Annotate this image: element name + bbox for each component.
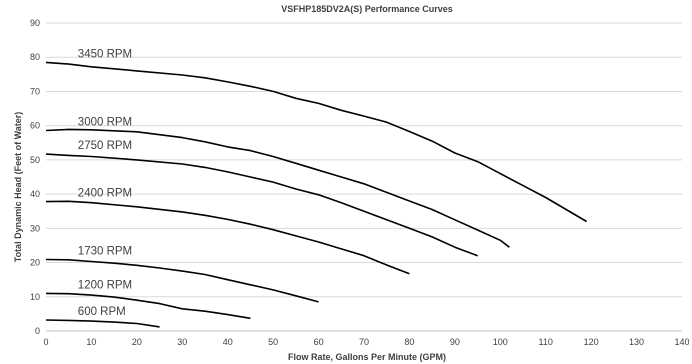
x-tick-label: 80 bbox=[404, 337, 414, 347]
y-tick-label: 20 bbox=[30, 258, 40, 268]
x-tick-label: 70 bbox=[359, 337, 369, 347]
x-tick-label: 10 bbox=[86, 337, 96, 347]
series-label: 2400 RPM bbox=[78, 188, 132, 200]
series-label: 1200 RPM bbox=[78, 279, 132, 291]
series-labels: 3450 RPM 3000 RPM 2750 RPM 2400 RPM 1730 RPM… bbox=[78, 48, 132, 318]
x-tick-label: 60 bbox=[314, 337, 324, 347]
y-tick-label: 40 bbox=[30, 189, 40, 199]
x-tick-label: 40 bbox=[223, 337, 233, 347]
series-line-3000-rpm bbox=[45, 128, 510, 248]
x-tick-label: 130 bbox=[629, 337, 644, 347]
y-tick-label: 90 bbox=[30, 18, 40, 28]
y-tick-label: 10 bbox=[30, 292, 40, 302]
x-tick-label: 0 bbox=[43, 337, 48, 347]
series-line-2400-rpm bbox=[45, 200, 410, 275]
y-tick-label: 0 bbox=[35, 326, 40, 336]
x-tick-label: 20 bbox=[132, 337, 142, 347]
series-label: 1730 RPM bbox=[78, 245, 132, 257]
series-line-3450-rpm bbox=[45, 61, 588, 223]
series-line-1730-rpm bbox=[45, 258, 319, 303]
y-axis-title: Total Dynamic Head (Feet of Water) bbox=[13, 112, 23, 263]
x-tick-label: 110 bbox=[539, 337, 553, 347]
gridlines bbox=[46, 22, 682, 298]
x-tick-label: 30 bbox=[177, 337, 187, 347]
series-label: 3450 RPM bbox=[78, 48, 132, 60]
series-line-2750-rpm bbox=[45, 153, 478, 257]
x-tick-label: 50 bbox=[268, 337, 278, 347]
y-tick-label: 30 bbox=[30, 223, 40, 233]
y-tick-label: 60 bbox=[30, 121, 40, 131]
x-tick-labels: 0 10 20 30 40 50 60 70 80 90 100 110 120 130 140 bbox=[43, 337, 689, 347]
x-tick-label: 120 bbox=[584, 337, 599, 347]
series-label: 3000 RPM bbox=[78, 116, 132, 128]
series-label: 600 RPM bbox=[78, 306, 126, 318]
y-tick-label: 70 bbox=[30, 86, 40, 96]
series-label: 2750 RPM bbox=[78, 140, 132, 152]
x-axis-title: Flow Rate, Gallons Per Minute (GPM) bbox=[288, 352, 446, 362]
series-line-1200-rpm bbox=[45, 292, 251, 320]
y-tick-label: 50 bbox=[30, 155, 40, 165]
series-lines bbox=[45, 61, 588, 328]
y-tick-label: 80 bbox=[30, 52, 40, 62]
x-tick-label: 90 bbox=[450, 337, 460, 347]
x-tick-label: 100 bbox=[493, 337, 508, 347]
y-tick-labels: 0 10 20 30 40 50 60 70 80 90 bbox=[30, 18, 40, 336]
chart-title: VSFHP185DV2A(S) Performance Curves bbox=[281, 4, 453, 14]
series-line-600-rpm bbox=[45, 319, 160, 328]
x-tick-label: 140 bbox=[674, 337, 689, 347]
